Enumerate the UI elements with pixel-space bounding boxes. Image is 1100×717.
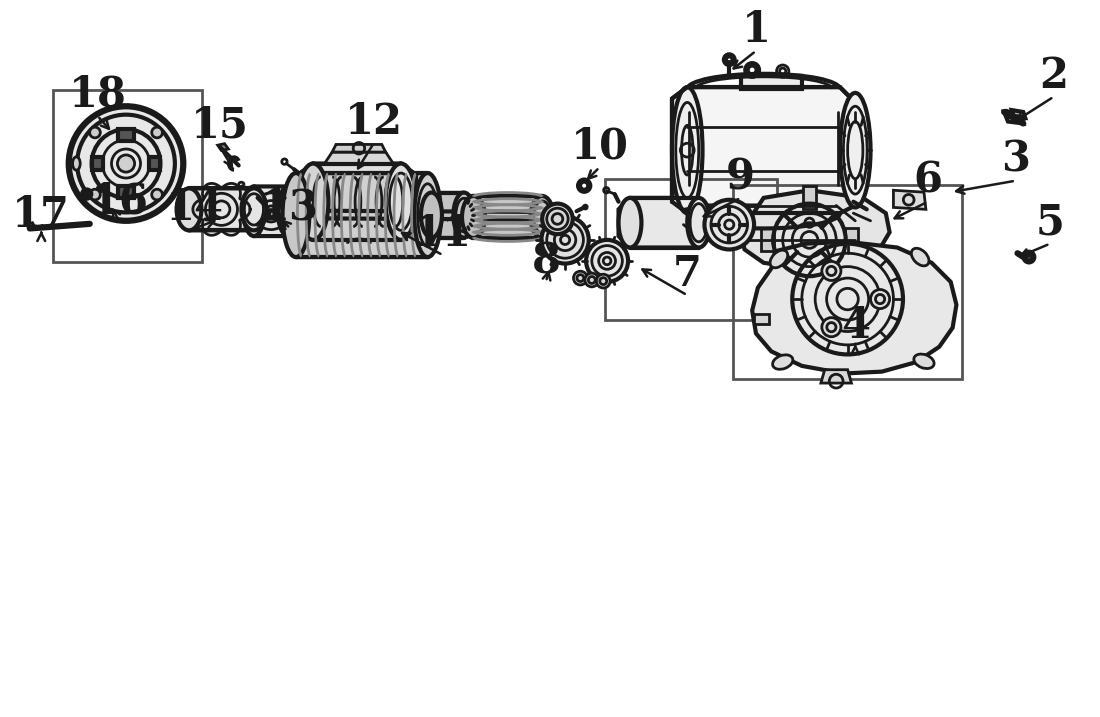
Polygon shape (473, 196, 548, 238)
Text: 5: 5 (1035, 202, 1065, 244)
Circle shape (704, 200, 755, 250)
Polygon shape (218, 144, 229, 151)
Ellipse shape (386, 163, 416, 240)
Text: 6: 6 (913, 160, 943, 202)
Text: 15: 15 (190, 105, 249, 146)
Ellipse shape (243, 186, 264, 236)
Bar (53, 90, 201, 262)
Ellipse shape (618, 198, 641, 247)
Text: 1: 1 (741, 9, 770, 51)
Text: 3: 3 (1001, 139, 1030, 181)
Polygon shape (803, 259, 816, 282)
Ellipse shape (462, 196, 485, 238)
Bar (605, 179, 777, 320)
Circle shape (68, 106, 184, 221)
Text: 13: 13 (262, 186, 319, 229)
Polygon shape (618, 198, 711, 247)
Polygon shape (91, 157, 103, 171)
Ellipse shape (840, 93, 870, 207)
Polygon shape (298, 163, 416, 240)
Polygon shape (672, 87, 856, 213)
Ellipse shape (672, 87, 703, 213)
Ellipse shape (770, 250, 788, 268)
Circle shape (89, 189, 100, 200)
Text: 7: 7 (673, 253, 702, 295)
Ellipse shape (421, 193, 442, 238)
Ellipse shape (242, 189, 266, 230)
Polygon shape (845, 229, 858, 252)
Ellipse shape (912, 248, 930, 266)
Polygon shape (270, 211, 561, 220)
Polygon shape (803, 186, 816, 209)
Circle shape (870, 290, 890, 309)
Ellipse shape (772, 355, 793, 369)
Text: 9: 9 (726, 156, 756, 198)
Polygon shape (1004, 112, 1023, 123)
Polygon shape (184, 189, 260, 230)
Text: 18: 18 (68, 74, 126, 116)
Polygon shape (755, 315, 769, 324)
Ellipse shape (688, 198, 711, 247)
Circle shape (822, 262, 840, 280)
Circle shape (1024, 252, 1034, 262)
Text: 8: 8 (531, 240, 560, 282)
Circle shape (586, 240, 628, 282)
Circle shape (596, 275, 611, 288)
Circle shape (541, 217, 589, 264)
Ellipse shape (118, 155, 134, 172)
Ellipse shape (73, 157, 80, 171)
Polygon shape (431, 193, 470, 238)
Polygon shape (821, 370, 851, 383)
Polygon shape (683, 206, 856, 240)
Text: 4: 4 (840, 305, 870, 347)
Text: 10: 10 (571, 125, 628, 168)
Ellipse shape (177, 189, 201, 230)
Polygon shape (249, 186, 294, 236)
Polygon shape (760, 229, 774, 252)
Circle shape (585, 273, 598, 287)
Ellipse shape (298, 163, 329, 240)
Polygon shape (118, 129, 134, 141)
Ellipse shape (415, 174, 441, 257)
Text: 16: 16 (91, 181, 150, 223)
Polygon shape (1012, 110, 1025, 118)
Bar (733, 185, 962, 379)
Ellipse shape (283, 174, 309, 257)
Circle shape (152, 189, 163, 200)
Ellipse shape (530, 196, 553, 238)
Polygon shape (752, 242, 956, 374)
Polygon shape (324, 240, 394, 250)
Text: 14: 14 (166, 186, 223, 229)
Circle shape (152, 128, 163, 138)
Polygon shape (324, 152, 394, 163)
Polygon shape (26, 223, 35, 229)
Circle shape (573, 271, 587, 285)
Polygon shape (893, 191, 926, 209)
Polygon shape (332, 145, 386, 152)
Circle shape (542, 204, 573, 234)
Text: 12: 12 (345, 100, 404, 143)
Polygon shape (293, 174, 431, 257)
Polygon shape (740, 76, 802, 89)
Polygon shape (118, 186, 134, 198)
Ellipse shape (914, 354, 934, 369)
Ellipse shape (453, 193, 474, 238)
Polygon shape (148, 157, 161, 171)
Ellipse shape (278, 186, 299, 236)
Text: 2: 2 (1040, 55, 1068, 97)
Polygon shape (740, 191, 890, 269)
Circle shape (822, 318, 840, 337)
Circle shape (89, 128, 100, 138)
Text: 11: 11 (414, 213, 472, 255)
Text: 17: 17 (12, 194, 70, 236)
